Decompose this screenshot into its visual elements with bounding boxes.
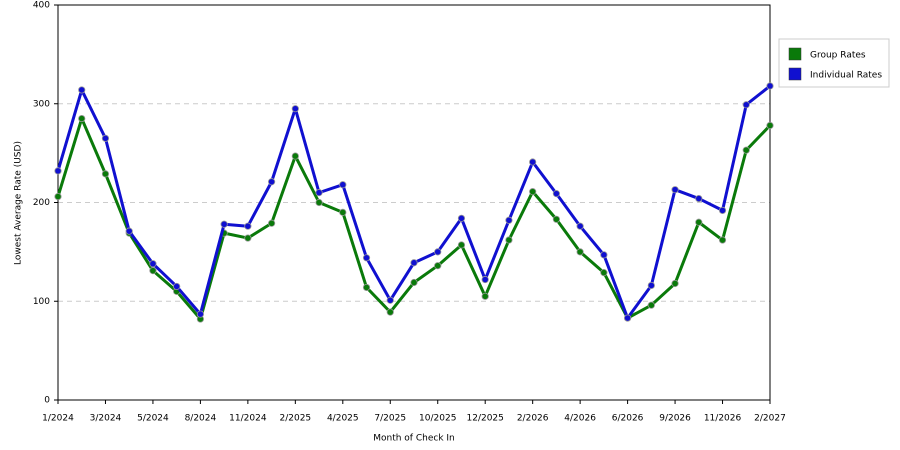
- data-point: [552, 190, 561, 198]
- plot-frame: [57, 4, 771, 401]
- data-point: [695, 218, 703, 226]
- data-point: [718, 236, 727, 244]
- data-point: [695, 194, 703, 203]
- data-point: [457, 241, 466, 249]
- data-point: [766, 121, 774, 130]
- data-point: [671, 186, 679, 194]
- data-point: [671, 279, 679, 288]
- data-point: [505, 216, 513, 224]
- data-point: [410, 259, 418, 267]
- data-point: [101, 134, 110, 142]
- data-point: [54, 167, 62, 175]
- y-tick-label: 100: [33, 297, 50, 307]
- x-axis-label: Month of Check In: [373, 434, 455, 444]
- data-point: [267, 178, 276, 186]
- data-point: [434, 248, 442, 256]
- data-point: [623, 314, 632, 322]
- data-point: [386, 296, 394, 304]
- data-point: [576, 222, 584, 230]
- data-point: [576, 248, 584, 256]
- data-point: [101, 170, 110, 178]
- legend-label: Group Rates: [810, 51, 866, 61]
- data-point: [315, 198, 323, 207]
- x-tick-label: 2/2027: [754, 414, 786, 424]
- data-point: [600, 269, 608, 277]
- x-tick-label: 6/2026: [612, 414, 644, 424]
- data-point: [481, 292, 489, 300]
- data-point: [149, 267, 157, 275]
- x-tick-label: 9/2026: [659, 414, 691, 424]
- data-point: [149, 260, 157, 268]
- data-point: [339, 181, 347, 189]
- data-point: [244, 222, 252, 230]
- data-point: [78, 114, 86, 123]
- data-point: [647, 301, 655, 309]
- data-point: [244, 234, 252, 242]
- series-line: [56, 117, 772, 321]
- data-point: [173, 282, 181, 291]
- x-tick-label: 7/2025: [374, 414, 406, 424]
- x-tick-label: 3/2024: [90, 414, 122, 424]
- data-point: [125, 227, 133, 235]
- data-point: [457, 214, 466, 222]
- data-point: [766, 82, 774, 90]
- data-point: [742, 146, 750, 154]
- data-point: [267, 219, 276, 227]
- data-point: [386, 308, 394, 316]
- data-point: [529, 158, 537, 166]
- data-point: [410, 278, 418, 287]
- data-point: [196, 310, 204, 318]
- y-tick-label: 300: [33, 99, 50, 109]
- x-tick-label: 4/2026: [564, 414, 596, 424]
- legend-swatch: [788, 67, 802, 81]
- data-point: [291, 105, 299, 113]
- data-point: [315, 189, 323, 197]
- y-axis-label: Lowest Average Rate (USD): [14, 141, 24, 265]
- legend-label: Individual Rates: [810, 71, 882, 81]
- data-point: [434, 262, 442, 270]
- data-point: [54, 192, 62, 201]
- data-point: [362, 254, 371, 262]
- data-point: [505, 236, 513, 244]
- data-point: [362, 283, 371, 292]
- data-point: [718, 206, 727, 214]
- y-tick-label: 200: [33, 198, 50, 208]
- data-point: [742, 101, 750, 109]
- x-tick-label: 8/2024: [185, 414, 217, 424]
- data-point: [529, 188, 537, 196]
- data-point: [481, 275, 489, 284]
- x-tick-label: 2/2025: [279, 414, 311, 424]
- x-tick-label: 1/2024: [42, 414, 74, 424]
- x-tick-label: 2/2026: [517, 414, 549, 424]
- data-point: [647, 281, 655, 290]
- x-tick-label: 4/2025: [327, 414, 359, 424]
- y-tick-label: 0: [44, 396, 50, 406]
- x-tick-label: 11/2026: [704, 414, 742, 424]
- data-point: [220, 220, 228, 228]
- x-tick-label: 5/2024: [137, 414, 169, 424]
- data-point: [339, 208, 347, 216]
- x-tick-label: 10/2025: [419, 414, 456, 424]
- x-tick-label: 11/2024: [229, 414, 267, 424]
- data-point: [78, 86, 86, 94]
- data-point: [291, 152, 299, 160]
- legend-swatch: [788, 47, 802, 61]
- x-tick-label: 12/2025: [467, 414, 504, 424]
- data-point: [600, 251, 608, 259]
- data-point: [552, 215, 561, 223]
- y-tick-label: 400: [33, 1, 50, 11]
